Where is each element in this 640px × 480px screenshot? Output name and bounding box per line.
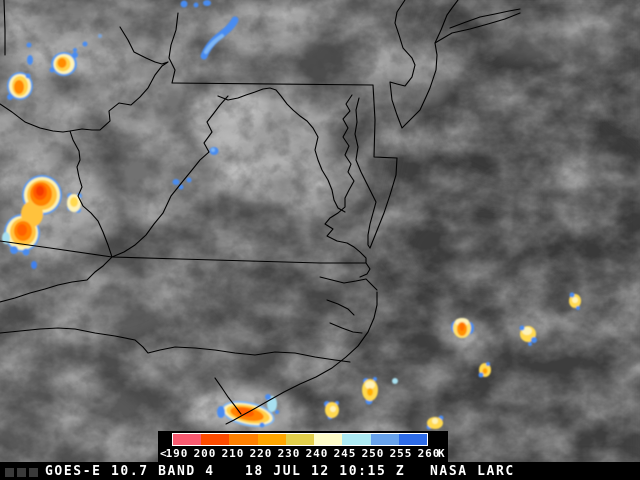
legend-swatch [285,434,315,445]
cold-cloud-cell [478,362,491,378]
river-potomac [217,87,346,213]
legend-tick-label: 210 [221,447,245,460]
footer-satellite-label: GOES-E 10.7 BAND 4 [45,464,215,479]
legend-tick-label: 240 [305,447,329,460]
cold-cloud-cell [324,401,339,420]
legend-tick-label: 245 [333,447,357,460]
footer-bar: GOES-E 10.7 BAND 4 18 JUL 12 10:15 Z NAS… [0,462,640,480]
legend-swatch [314,434,343,445]
border-topleft [3,0,6,56]
cold-cloud-cell [49,52,78,76]
border-nc-sc [0,327,351,363]
legend-tick-label: 190 [165,447,189,460]
cloud-background [0,0,640,462]
footer-artifact [17,468,26,477]
legend-tick-label: 260 [417,447,441,460]
coast-outer-banks [225,291,378,425]
border-mason-dixon [171,82,374,86]
cold-cloud-streak [180,0,239,60]
cold-cloud-dots [172,147,219,190]
legend-swatch [398,434,427,445]
legend-tick-label: 230 [277,447,301,460]
coast-chesapeake-west [324,94,367,264]
coast-long-island [434,8,521,44]
border-delaware [372,84,398,159]
cold-cloud-cell [451,318,474,338]
legend-tick-label: 250 [361,447,385,460]
legend-tick-label: 255 [389,447,413,460]
cold-cloud-cell [426,415,444,430]
coast-chesapeake-east [354,97,377,249]
border-sc-coastal [214,377,242,415]
border-tn [0,256,113,303]
footer-timestamp: 18 JUL 12 10:15 Z [245,464,406,479]
legend-swatch [370,434,399,445]
border-ohio-river [0,26,169,258]
border-pa-west [168,12,179,84]
border-va-nc [0,240,367,264]
footer-artifact [5,468,14,477]
legend-swatch [201,434,230,445]
footer-artifact [29,468,38,477]
footer-credit: NASA LARC [430,464,515,479]
legend-ticks: 190 200 210 220 230 240 245 250 255 260 [158,447,448,461]
legend-swatch [257,434,286,445]
legend-swatch [173,434,202,445]
cold-cloud-cell [7,72,33,100]
border-wv-va [111,95,229,258]
legend-tick-label: 200 [193,447,217,460]
legend-unit-label: K [438,447,445,460]
legend-tick-label: 220 [249,447,273,460]
satellite-map [0,0,640,462]
cold-cloud-cell [519,325,537,346]
cold-cloud-cell [362,377,398,405]
cold-cloud-dot [31,261,37,269]
cold-cloud-cell [569,292,581,310]
coast-hampton [319,262,378,291]
temperature-legend: < 190 200 210 220 230 240 245 250 255 260 K [158,431,448,462]
legend-swatch [342,434,371,445]
coast-sounds [326,299,363,334]
coast-delmarva [369,157,398,249]
legend-swatch [229,434,258,445]
legend-colorbar [172,433,428,446]
cold-cloud-cell [67,193,82,213]
legend-less-than-symbol: < [160,447,167,460]
cold-cloud-dots [26,34,102,65]
state-borders [0,0,521,425]
